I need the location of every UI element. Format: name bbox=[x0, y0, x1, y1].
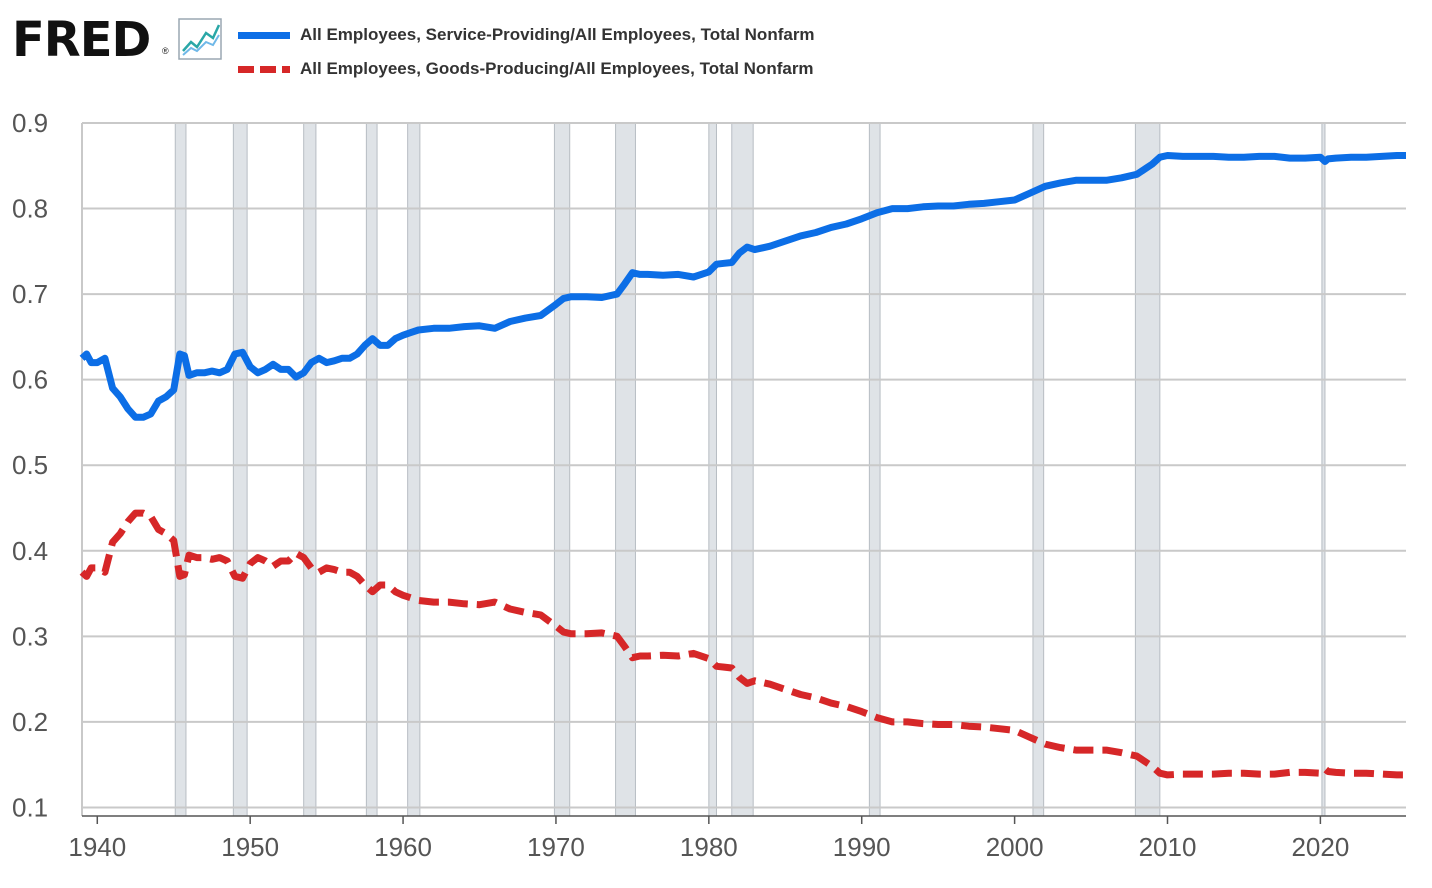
x-tick-label: 1970 bbox=[527, 832, 585, 862]
series-line-service bbox=[79, 152, 1406, 421]
fred-logo[interactable]: FRED bbox=[12, 12, 151, 68]
chart-header: FRED ® All Employees, Service-Providing/… bbox=[0, 0, 1432, 100]
x-tick-label: 2000 bbox=[986, 832, 1044, 862]
x-tick-label: 1990 bbox=[833, 832, 891, 862]
legend-swatch-service bbox=[238, 31, 290, 39]
y-tick-label: 0.1 bbox=[12, 792, 48, 822]
registered-mark: ® bbox=[162, 46, 169, 56]
recession-band-9 bbox=[868, 122, 881, 817]
recession-band-6 bbox=[615, 122, 636, 817]
x-tick-label: 1950 bbox=[221, 832, 279, 862]
y-tick-label: 0.6 bbox=[12, 365, 48, 395]
recession-band-11 bbox=[1134, 122, 1161, 817]
recession-band-7 bbox=[708, 122, 717, 817]
recession-band-0 bbox=[174, 122, 187, 817]
y-tick-label: 0.5 bbox=[12, 450, 48, 480]
x-tick-label: 1980 bbox=[680, 832, 738, 862]
chart-legend: All Employees, Service-Providing/All Emp… bbox=[238, 18, 815, 86]
recession-band-4 bbox=[407, 122, 421, 817]
recession-band-8 bbox=[731, 122, 754, 817]
legend-label-service: All Employees, Service-Providing/All Emp… bbox=[300, 25, 815, 44]
series-line-goods bbox=[79, 509, 1406, 779]
x-tick-label: 1940 bbox=[68, 832, 126, 862]
legend-label-goods: All Employees, Goods-Producing/All Emplo… bbox=[300, 59, 814, 78]
line-chart-icon bbox=[178, 18, 222, 60]
y-tick-label: 0.2 bbox=[12, 707, 48, 737]
legend-swatch-goods bbox=[238, 65, 290, 73]
recession-band-1 bbox=[232, 122, 248, 817]
recession-band-12 bbox=[1321, 122, 1326, 817]
legend-item-goods[interactable]: All Employees, Goods-Producing/All Emplo… bbox=[238, 52, 815, 86]
legend-item-service[interactable]: All Employees, Service-Providing/All Emp… bbox=[238, 18, 815, 52]
recession-band-3 bbox=[365, 122, 378, 817]
y-tick-label: 0.4 bbox=[12, 536, 48, 566]
x-tick-label: 1960 bbox=[374, 832, 432, 862]
y-tick-label: 0.9 bbox=[12, 108, 48, 138]
y-tick-label: 0.8 bbox=[12, 194, 48, 224]
recession-band-5 bbox=[553, 122, 571, 817]
recession-band-10 bbox=[1032, 122, 1045, 817]
recession-band-2 bbox=[303, 122, 317, 817]
x-tick-label: 2020 bbox=[1291, 832, 1349, 862]
y-tick-label: 0.3 bbox=[12, 621, 48, 651]
y-tick-label: 0.7 bbox=[12, 279, 48, 309]
x-tick-label: 2010 bbox=[1139, 832, 1197, 862]
